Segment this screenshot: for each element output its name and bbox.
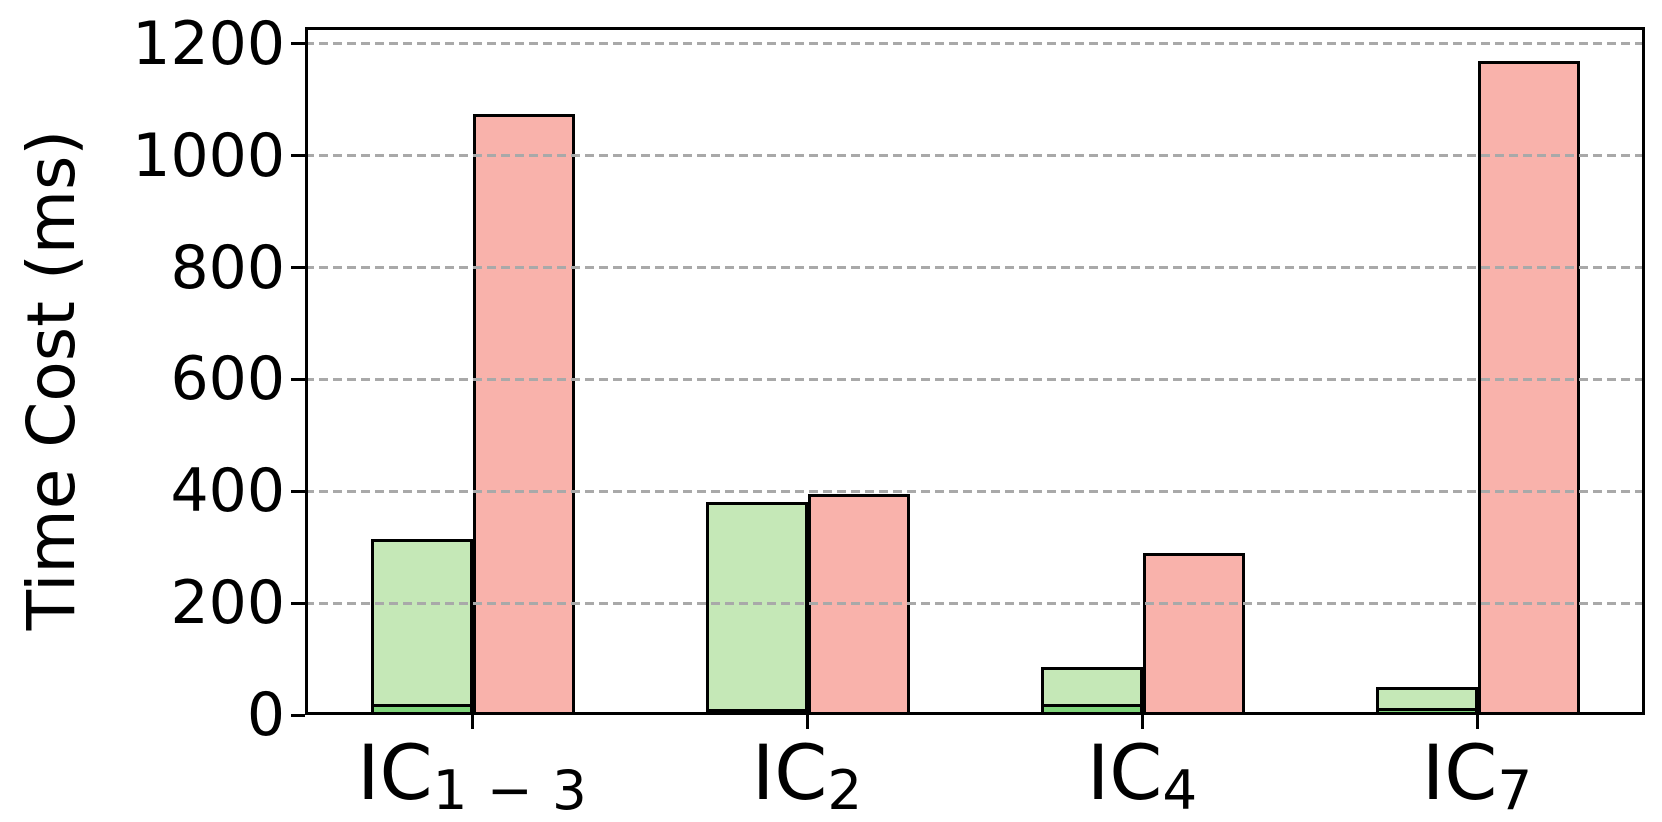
y-tick-label-600: 600 — [170, 344, 285, 415]
x-tick-label-IC2: IC2 — [751, 728, 864, 822]
y-tick-mark — [291, 154, 305, 158]
y-tick-label-200: 200 — [170, 568, 285, 639]
y-tick-label-800: 800 — [170, 232, 285, 303]
y-tick-mark — [291, 713, 305, 717]
green-bar-bottom-segment-IC7 — [1375, 708, 1478, 715]
red-bar-IC4 — [1142, 553, 1245, 715]
x-tick-label-IC4: IC4 — [1086, 728, 1199, 822]
gridline-400 — [305, 489, 1645, 493]
x-tick-label-IC7: IC7 — [1421, 728, 1534, 822]
green-bar-bottom-segment-IC1 − 3 — [370, 704, 473, 715]
y-tick-label-0: 0 — [246, 680, 285, 750]
y-tick-label-400: 400 — [170, 456, 285, 527]
x-tick-mark — [471, 715, 474, 729]
green-bar-IC2 — [705, 502, 808, 715]
y-tick-label-1200: 1200 — [132, 8, 285, 79]
y-tick-mark — [291, 42, 305, 46]
green-bar-bottom-segment-IC4 — [1040, 704, 1143, 715]
x-tick-mark — [1141, 715, 1144, 729]
y-tick-label-1000: 1000 — [132, 120, 285, 191]
y-tick-mark — [291, 377, 305, 381]
gridline-600 — [305, 377, 1645, 381]
red-bar-IC7 — [1477, 61, 1580, 715]
gridline-1000 — [305, 154, 1645, 158]
y-tick-mark — [291, 266, 305, 270]
green-bar-bottom-segment-IC2 — [705, 709, 808, 715]
gridline-200 — [305, 601, 1645, 605]
y-tick-mark — [291, 601, 305, 605]
x-tick-label-IC1 − 3: IC1 − 3 — [357, 728, 588, 822]
plot-area — [305, 27, 1645, 715]
red-bar-IC1 − 3 — [472, 114, 575, 715]
green-bar-IC1 − 3 — [370, 539, 473, 715]
gridline-1200 — [305, 42, 1645, 46]
x-tick-mark — [1476, 715, 1479, 729]
x-tick-mark — [806, 715, 809, 729]
y-tick-mark — [291, 489, 305, 493]
gridline-800 — [305, 266, 1645, 270]
